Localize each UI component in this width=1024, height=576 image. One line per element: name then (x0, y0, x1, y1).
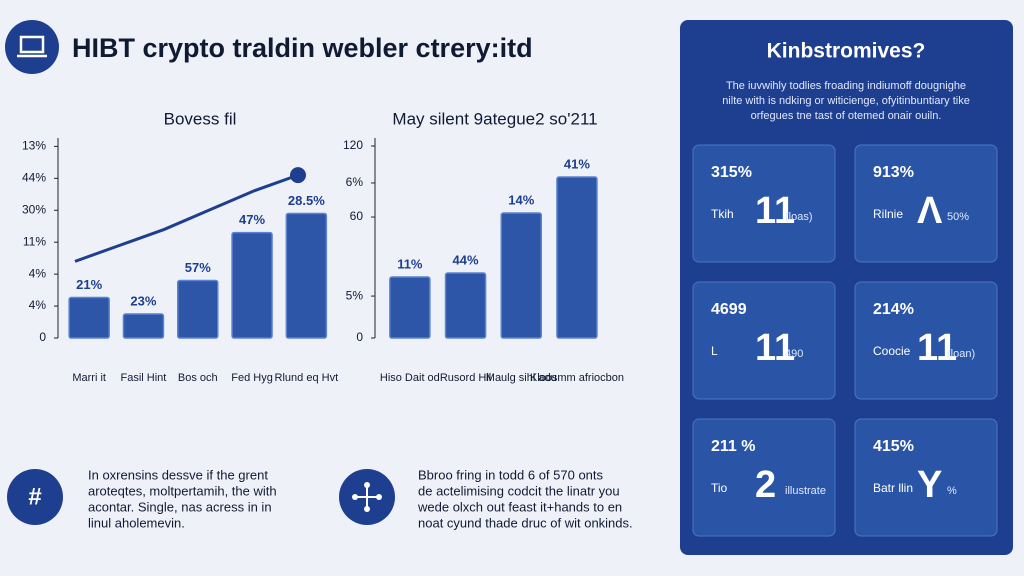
card-label: Tio (711, 481, 728, 495)
card-big: 2 (755, 464, 776, 506)
card-top: 315% (711, 164, 752, 181)
y-tick-label: 60 (350, 209, 364, 223)
stat-card (692, 144, 836, 263)
card-big: 11 (755, 327, 795, 369)
y-tick-label: 13% (22, 139, 46, 153)
y-tick-label: 4% (29, 266, 47, 280)
note-text: Bbroo fring in todd 6 of 570 onts (418, 467, 604, 482)
card-label: Rilnie (873, 207, 903, 221)
note-text: de actelimising codcit the linatr you (418, 483, 620, 498)
card-big: Λ (917, 190, 943, 232)
card-small: % (947, 485, 957, 497)
card-top: 214% (873, 301, 914, 318)
logo-icon (5, 20, 59, 74)
trend-line (74, 173, 299, 263)
card-small: 490 (785, 348, 803, 360)
bar-annotation: 11% (397, 256, 423, 271)
bar-annotation: 21% (76, 277, 102, 292)
x-tick-label: Kloosmm afriocbon (530, 372, 624, 384)
y-tick-label: 4% (29, 298, 47, 312)
note-text: linul aholemevin. (88, 515, 185, 530)
bar (500, 212, 542, 339)
x-tick-label: Hiso Dait od (380, 372, 440, 384)
stat-card (854, 418, 998, 537)
y-tick-label: 5% (346, 288, 364, 302)
card-top: 415% (873, 438, 914, 455)
y-tick-label: 30% (22, 202, 46, 216)
note-text: aroteqtes, moltpertamih, the with (88, 483, 277, 498)
stat-card (692, 418, 836, 537)
panel-text: nilte with is ndking or witicienge, ofyi… (722, 95, 970, 107)
card-top: 4699 (711, 301, 747, 318)
bar (389, 276, 431, 339)
x-tick-label: Fed Hyg (231, 372, 273, 384)
bar-annotation: 47% (239, 212, 265, 227)
bar (122, 313, 165, 339)
note-icon: # (7, 469, 63, 525)
note-text: noat cyund thade druc of wit onkinds. (418, 515, 633, 530)
chart-title: Bovess fil (164, 109, 237, 128)
y-tick-label: 0 (356, 330, 363, 344)
note-text: In oxrensins dessve if the grent (88, 467, 268, 482)
card-label: Batr llin (873, 481, 913, 495)
bar (177, 279, 219, 339)
note-text: wede olxch out feast it+hands to en (417, 499, 622, 514)
x-tick-label: Rusord Hil (440, 372, 491, 384)
x-tick-label: Maulg sihl adu (486, 372, 557, 384)
bar-annotation: 23% (130, 293, 156, 308)
y-tick-label: 0 (39, 330, 46, 344)
bar-annotation: 28.5% (288, 193, 325, 208)
card-top: 913% (873, 164, 914, 181)
y-tick-label: 11% (23, 234, 46, 248)
bar (285, 212, 328, 339)
x-tick-label: Fasil Hint (121, 372, 167, 384)
card-small: (loas) (785, 211, 813, 223)
card-small: illustrate (785, 485, 826, 497)
card-label: L (711, 344, 718, 358)
y-tick-label: 44% (22, 170, 46, 184)
bar (231, 231, 273, 339)
card-small: 50% (947, 211, 969, 223)
stat-card (854, 281, 998, 400)
page-title: HIBT crypto traldin webler ctrery:itd (72, 33, 533, 63)
panel-text: The iuvwihly todlies froading indiumoff … (726, 80, 966, 92)
trend-end-dot (290, 167, 306, 184)
note-icon (339, 469, 395, 525)
bar (68, 296, 110, 339)
card-small: (loan) (947, 348, 975, 360)
y-tick-label: 6% (346, 175, 364, 189)
bar-annotation: 14% (508, 192, 534, 207)
svg-text:#: # (28, 483, 41, 510)
bar (444, 272, 487, 339)
bar-annotation: 57% (185, 260, 211, 275)
stat-card (854, 144, 998, 263)
card-big: 11 (917, 327, 957, 369)
x-tick-label: Bos och (178, 372, 218, 384)
chart-title: May silent 9ategue2 so'211 (392, 109, 597, 128)
card-label: Tkih (711, 207, 734, 221)
card-big: 11 (755, 190, 795, 232)
bar-annotation: 41% (564, 156, 590, 171)
bar (556, 176, 598, 339)
y-tick-label: 120 (343, 138, 363, 152)
stat-card (692, 281, 836, 400)
card-top: 211 % (711, 438, 755, 455)
note-text: acontar. Single, nas acress in in (88, 499, 272, 514)
card-big: Y (917, 464, 942, 506)
x-tick-label: Rlund eq Hvt (275, 372, 339, 384)
panel-title: Kinbstromives? (767, 40, 926, 63)
card-label: Coocie (873, 344, 911, 358)
bar-annotation: 44% (453, 252, 479, 267)
x-tick-label: Marri it (72, 372, 106, 384)
panel-text: orfegues tne tast of otemed onair ouiln. (751, 110, 942, 122)
